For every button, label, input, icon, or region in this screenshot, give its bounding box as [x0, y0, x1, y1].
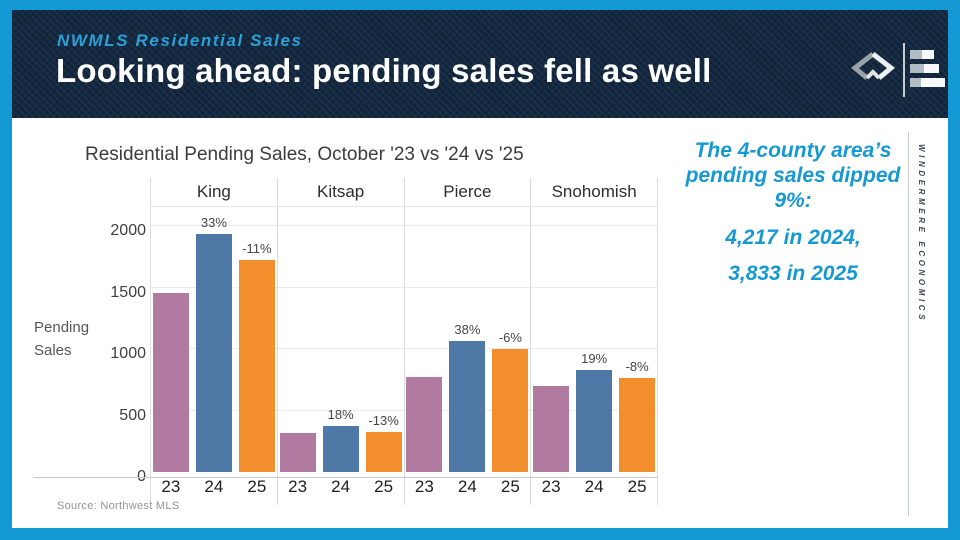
sidebar-divider — [908, 132, 909, 516]
county-panel: Pierce 38% -6% 23 24 25 — [403, 178, 531, 505]
icon-bar — [910, 64, 945, 73]
gridline — [404, 225, 531, 227]
page-title: Looking ahead: pending sales fell as wel… — [56, 52, 712, 89]
pct-change-label: 38% — [454, 321, 481, 337]
icon-axis-line — [903, 43, 905, 97]
gridline — [277, 348, 404, 350]
bar-23 — [152, 292, 189, 473]
x-tick-label: 24 — [457, 477, 477, 497]
x-axis-labels: 23 24 25 — [405, 472, 531, 505]
gridline — [531, 225, 657, 227]
icon-bars — [910, 43, 945, 97]
economics-bar-chart-icon — [903, 43, 945, 97]
pct-change-label: 19% — [581, 350, 608, 366]
pct-change-label: -13% — [368, 412, 399, 428]
callout-stat-2024: 4,217 in 2024, — [725, 225, 861, 249]
county-header: King — [151, 178, 277, 207]
bar-group: 19% -8% — [531, 351, 657, 473]
x-tick-label: 25 — [627, 477, 647, 497]
bar-25: -6% — [492, 330, 529, 473]
x-axis-labels: 23 24 25 — [278, 472, 404, 505]
icon-bar — [910, 50, 945, 59]
bar-group: 38% -6% — [405, 322, 531, 473]
pct-change-label: -8% — [625, 359, 649, 375]
y-axis-ticks: 0 500 1000 1500 2000 — [52, 207, 146, 485]
chart-pane: 19% -8% — [531, 207, 657, 473]
content-area: Residential Pending Sales, October '23 v… — [12, 118, 948, 528]
bar-group: 33% -11% — [151, 215, 277, 473]
callout-text: The 4-county area’s pending sales dipped… — [674, 138, 912, 297]
bar-group: 18% -13% — [278, 407, 404, 473]
y-tick-label: 500 — [119, 406, 146, 424]
county-panel: Snohomish 19% -8% 23 24 25 — [530, 178, 657, 505]
bar-24: 18% — [322, 407, 359, 473]
bar-23 — [406, 377, 443, 473]
x-tick-label: 23 — [414, 477, 434, 497]
pct-change-label: 18% — [327, 406, 354, 422]
chart-pane: 33% -11% — [151, 207, 277, 473]
county-header: Pierce — [404, 178, 531, 207]
gridline — [531, 286, 657, 288]
y-tick-label: 0 — [52, 468, 146, 486]
y-tick-label: 1000 — [110, 345, 146, 362]
chart-title: Residential Pending Sales, October '23 v… — [85, 144, 524, 165]
eyebrow-label: NWMLS Residential Sales — [57, 31, 303, 50]
chart-pane: 18% -13% — [277, 207, 404, 473]
pct-change-label: -6% — [498, 329, 522, 345]
icon-bar — [910, 78, 945, 87]
bar-25: -13% — [365, 413, 402, 473]
gridline — [151, 225, 277, 227]
county-panel: Kitsap 18% -13% 23 24 25 — [276, 178, 404, 505]
y-tick-label: 1500 — [110, 283, 146, 301]
county-header: Kitsap — [277, 178, 404, 207]
bar-23 — [279, 433, 316, 473]
callout-stat-2025: 3,833 in 2025 — [728, 261, 858, 285]
bar-23 — [533, 386, 570, 473]
x-tick-label: 23 — [288, 477, 308, 497]
x-axis-labels: 23 24 25 — [151, 472, 277, 505]
x-axis-line — [33, 477, 657, 478]
gridline — [277, 409, 404, 411]
county-panel: King 33% -11% 23 24 25 — [151, 178, 277, 505]
x-tick-label: 24 — [331, 477, 351, 497]
bar-24: 38% — [449, 322, 486, 473]
gridline — [404, 286, 531, 288]
y-tick-label: 2000 — [110, 222, 146, 239]
x-tick-label: 24 — [204, 477, 224, 497]
gridline — [531, 348, 657, 350]
y-axis-label: Pending Sales — [34, 319, 90, 360]
county-header: Snohomish — [531, 178, 657, 207]
bar-24: 19% — [576, 351, 613, 473]
bar-24: 33% — [195, 215, 232, 473]
pct-change-label: -11% — [242, 240, 272, 256]
slide-header: NWMLS Residential Sales Looking ahead: p… — [12, 10, 948, 118]
x-tick-label: 24 — [584, 477, 604, 497]
x-tick-label: 25 — [247, 477, 267, 497]
chart-pane: 38% -6% — [404, 207, 531, 473]
vertical-brand-text: WINDERMERE ECONOMICS — [917, 144, 926, 324]
pct-change-label: 33% — [200, 214, 227, 230]
gridline — [277, 225, 404, 227]
source-note: Source: Northwest MLS — [57, 500, 180, 512]
x-tick-label: 23 — [161, 477, 181, 497]
x-tick-label: 23 — [541, 477, 561, 497]
bar-chart: King 33% -11% 23 24 25 Kitsap 18% -13% 23 24 25 Pier… — [150, 178, 658, 505]
x-tick-label: 25 — [500, 477, 520, 497]
bar-25: -8% — [619, 359, 656, 473]
x-tick-label: 25 — [374, 477, 394, 497]
bar-25: -11% — [238, 241, 275, 473]
gridline — [277, 286, 404, 288]
callout-intro: The 4-county area’s pending sales dipped… — [685, 139, 901, 213]
x-axis-labels: 23 24 25 — [531, 472, 657, 505]
windermere-w-icon — [851, 52, 895, 80]
